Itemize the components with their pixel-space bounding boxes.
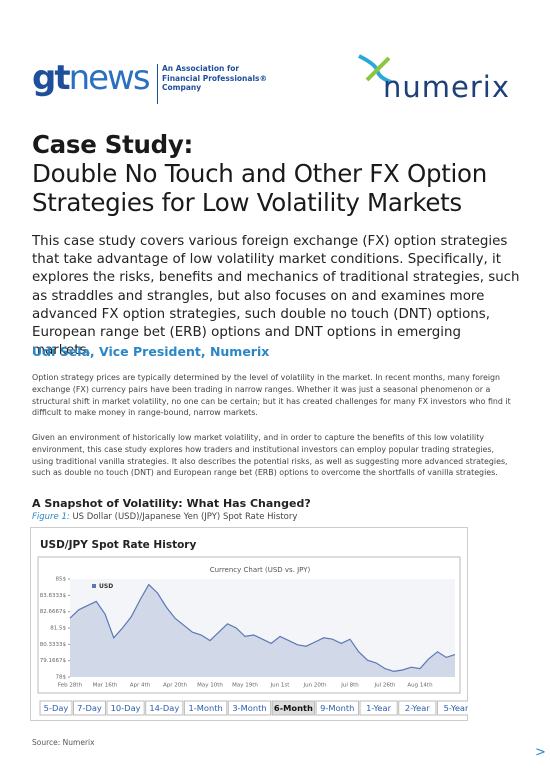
numerix-icon <box>358 54 392 84</box>
x-tick-label: Feb 28th <box>58 683 83 689</box>
range-button[interactable] <box>73 700 106 716</box>
range-button-label[interactable]: 14-Day <box>149 703 179 713</box>
x-tick-label: Mar 16th <box>93 683 118 689</box>
association-line: Company <box>162 83 202 92</box>
chart-title: USD/JPY Spot Rate History <box>40 539 196 551</box>
x-tick-label: Aug 14th <box>407 683 433 689</box>
chart-subtitle: Currency Chart (USD vs. JPY) <box>210 566 311 574</box>
next-arrow[interactable]: > <box>535 745 546 760</box>
y-tick-label: 85$ <box>56 577 67 583</box>
legend-label: USD <box>99 583 113 590</box>
association-line: Financial Professionals® <box>162 73 267 83</box>
gt-logo: gtnews <box>32 58 151 98</box>
title-line: Case Study: <box>32 130 194 159</box>
range-button[interactable] <box>436 700 468 716</box>
line <box>69 583 456 673</box>
range-button[interactable] <box>183 700 228 716</box>
x-tick-label: Jun 1st <box>270 683 291 689</box>
figure-caption: Figure 1: US Dollar (USD)/Japanese Yen (… <box>32 512 297 522</box>
range-button[interactable] <box>398 700 437 716</box>
y-tick-label: 78$ <box>56 675 67 681</box>
range-button-label[interactable]: 6-Month <box>274 703 313 713</box>
range-button[interactable] <box>315 700 360 716</box>
x-tick-label: Jul 8th <box>340 683 359 689</box>
association: An Association for Financial Professiona… <box>162 64 267 93</box>
caption-text: US Dollar (USD)/Japanese Yen (JPY) Spot … <box>72 512 298 522</box>
source: Source: Numerix <box>32 738 95 747</box>
range-button[interactable] <box>227 700 272 716</box>
range-button-label[interactable]: 3-Month <box>232 703 266 713</box>
figure-label: Figure 1: <box>32 512 70 522</box>
range-button[interactable] <box>359 700 398 716</box>
x-tick-label: May 19th <box>232 683 258 689</box>
paragraph: Option strategy prices are typically det… <box>32 373 511 418</box>
x-tick-label: Apr 4th <box>130 683 151 689</box>
author: Udi Sela, Vice President, Numerix <box>32 344 270 359</box>
y-tick-label: 81.5$ <box>50 626 66 632</box>
range-button[interactable] <box>39 700 73 716</box>
range-button-label[interactable]: 7-Day <box>77 703 102 713</box>
legend-swatch <box>92 584 96 588</box>
range-button[interactable] <box>271 700 316 716</box>
title-line: Double No Touch and Other FX Option <box>32 159 487 188</box>
range-button[interactable] <box>106 700 145 716</box>
title-line: Strategies for Low Volatility Markets <box>32 188 462 217</box>
y-tick-label: 80.3333$ <box>40 642 67 648</box>
range-button-label[interactable]: 5-Day <box>44 703 69 713</box>
range-button-label[interactable]: 2-Year <box>405 703 430 713</box>
numerix-logo: numerix <box>383 70 510 104</box>
range-button-label[interactable]: 10-Day <box>111 703 141 713</box>
x-tick-label: May 10th <box>197 683 223 689</box>
range-button-label[interactable]: 9-Month <box>320 703 354 713</box>
range-button-label[interactable]: 5-Year <box>444 703 468 713</box>
range-button[interactable] <box>145 700 184 716</box>
association-line: An Association for <box>162 64 240 73</box>
x-tick-label: Jul 26th <box>373 683 396 689</box>
section-heading: A Snapshot of Volatility: What Has Chang… <box>32 497 311 510</box>
logo-divider <box>157 64 158 104</box>
y-tick-label: 83.8333$ <box>40 593 67 599</box>
intro: This case study covers various foreign e… <box>32 234 520 359</box>
range-button-label[interactable]: 1-Month <box>188 703 222 713</box>
gt-logo-gt: gt <box>32 58 71 98</box>
paragraph: Given an environment of historically low… <box>32 433 508 478</box>
range-button-label[interactable]: 1-Year <box>366 703 391 713</box>
gt-logo-news: news <box>68 58 151 98</box>
y-tick-label: 82.6667$ <box>40 609 67 615</box>
x-tick-label: Apr 20th <box>163 683 187 689</box>
y-tick-label: 79.1667$ <box>40 658 67 664</box>
plot-area <box>70 579 455 677</box>
chart: USD/JPY Spot Rate History Currency Chart… <box>30 527 468 721</box>
x-tick-label: Jun 20th <box>303 683 327 689</box>
title: Case Study: Double No Touch and Other FX… <box>32 130 487 217</box>
